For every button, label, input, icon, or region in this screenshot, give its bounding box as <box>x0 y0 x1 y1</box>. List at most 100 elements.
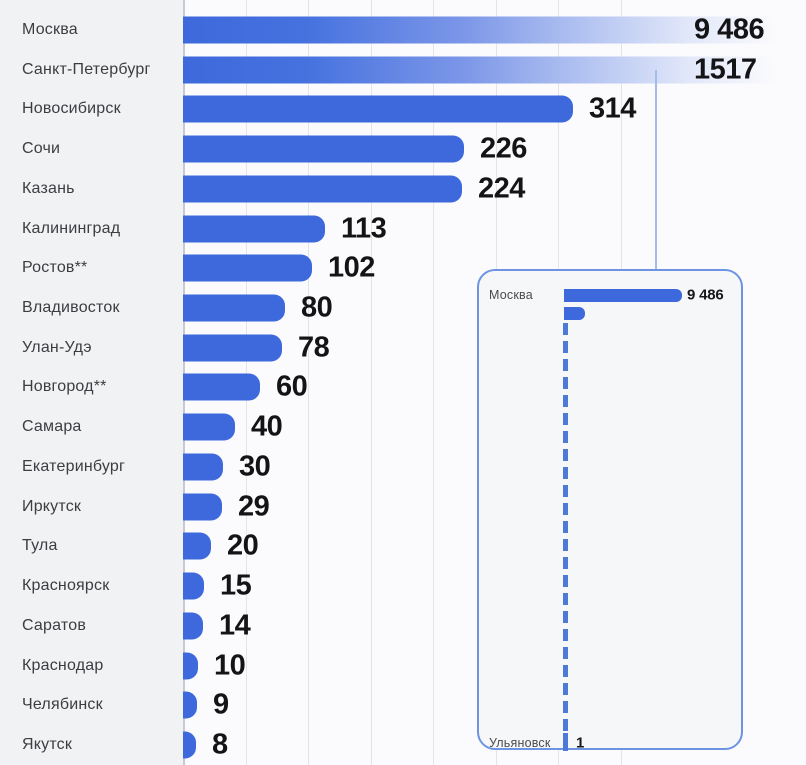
inset-leader-line <box>655 70 657 269</box>
bar-value: 60 <box>276 370 308 403</box>
category-label: Сочи <box>22 140 61 158</box>
category-label: Тула <box>22 537 58 555</box>
row-plot: 9 <box>183 685 806 725</box>
category-label: Улан-Удэ <box>22 338 92 356</box>
bar-value: 30 <box>239 450 271 483</box>
category-label: Краснодар <box>22 656 104 674</box>
category-label: Калининград <box>22 219 121 237</box>
bar <box>183 493 222 521</box>
row-plot: 224 <box>183 169 806 209</box>
inset-top-category-label: Москва <box>489 288 533 302</box>
row-plot: 10 <box>183 646 806 686</box>
row-plot: 14 <box>183 606 806 646</box>
bar-value: 9 <box>213 688 229 721</box>
chart-row: Новгород** 60 <box>0 368 806 408</box>
bar <box>183 691 197 719</box>
row-plot: 1517 <box>183 50 806 90</box>
bar-value: 224 <box>478 172 525 205</box>
bar <box>183 215 325 243</box>
chart-row: Сочи 226 <box>0 129 806 169</box>
bar-value: 40 <box>251 410 283 443</box>
row-plot: 80 <box>183 288 806 328</box>
row-plot: 314 <box>183 89 806 129</box>
chart-row: Владивосток 80 <box>0 288 806 328</box>
bar-value: 9 486 <box>694 13 765 46</box>
bar <box>183 16 801 44</box>
bar <box>183 373 260 401</box>
category-label: Самара <box>22 418 82 436</box>
inset-top-value: 9 486 <box>687 286 724 304</box>
chart-row: Красноярск 15 <box>0 566 806 606</box>
chart-row: Санкт-Петербург 1517 <box>0 50 806 90</box>
bar-value: 80 <box>301 291 333 324</box>
row-plot: 20 <box>183 527 806 567</box>
bar <box>183 731 196 759</box>
row-plot: 29 <box>183 487 806 527</box>
bar <box>183 453 223 481</box>
category-label: Москва <box>22 20 78 38</box>
row-plot: 226 <box>183 129 806 169</box>
bar <box>183 413 235 441</box>
category-label: Владивосток <box>22 299 120 316</box>
bar-value: 29 <box>238 490 270 523</box>
chart-row: Саратов 14 <box>0 606 806 646</box>
bar-value: 8 <box>212 728 228 761</box>
bar-value: 314 <box>589 92 636 125</box>
category-label: Красноярск <box>22 577 110 595</box>
category-label: Саратов <box>22 616 87 634</box>
bar-value: 10 <box>214 649 246 682</box>
chart-row: Калининград 113 <box>0 209 806 249</box>
bar <box>183 56 801 84</box>
gridline <box>308 0 309 765</box>
category-label: Новосибирск <box>22 100 121 118</box>
inset-second-bar <box>564 307 585 320</box>
inset-dashed-line <box>563 323 568 737</box>
bar <box>183 612 203 640</box>
bar-value: 102 <box>328 251 375 284</box>
category-label: Ростов** <box>22 259 88 277</box>
chart-row: Якутск 8 <box>0 725 806 765</box>
row-plot: 102 <box>183 248 806 288</box>
bar <box>183 135 464 163</box>
bar-value: 1517 <box>694 53 757 86</box>
row-plot: 30 <box>183 447 806 487</box>
category-label: Новгород** <box>22 378 107 396</box>
category-label: Иркутск <box>22 497 82 515</box>
category-label: Якутск <box>22 736 73 754</box>
bar-value: 20 <box>227 529 259 562</box>
gridline <box>370 0 372 765</box>
row-plot: 9 486 <box>183 10 806 50</box>
chart-row: Челябинск 9 <box>0 685 806 725</box>
bar <box>183 175 462 203</box>
bar <box>183 334 282 362</box>
chart-row: Самара 40 <box>0 407 806 447</box>
bar <box>183 572 204 600</box>
chart-row: Краснодар 10 <box>0 646 806 686</box>
bar <box>183 95 573 123</box>
row-plot: 15 <box>183 566 806 606</box>
row-plot: 8 <box>183 725 806 765</box>
chart-row: Ростов** 102 <box>0 248 806 288</box>
bar-value: 14 <box>219 609 251 642</box>
bar <box>183 294 285 322</box>
category-label: Челябинск <box>22 696 103 714</box>
bar-value: 113 <box>341 212 387 245</box>
chart-row: Иркутск 29 <box>0 487 806 527</box>
chart-row: Москва 9 486 <box>0 10 806 50</box>
row-plot: 60 <box>183 368 806 408</box>
bar <box>183 254 312 282</box>
bar <box>183 532 211 560</box>
inset-top-bar <box>564 289 682 302</box>
row-plot: 40 <box>183 407 806 447</box>
inset-bottom-value: 1 <box>576 734 585 752</box>
row-plot: 113 <box>183 209 806 249</box>
chart-row: Новосибирск 314 <box>0 89 806 129</box>
row-plot: 78 <box>183 328 806 368</box>
inset-chart: Москва 9 486 Ульяновск 1 <box>477 269 743 752</box>
gridline <box>433 0 434 765</box>
inset-bottom-category-label: Ульяновск <box>489 736 551 750</box>
category-label: Екатеринбург <box>22 457 126 475</box>
chart-row: Казань 224 <box>0 169 806 209</box>
